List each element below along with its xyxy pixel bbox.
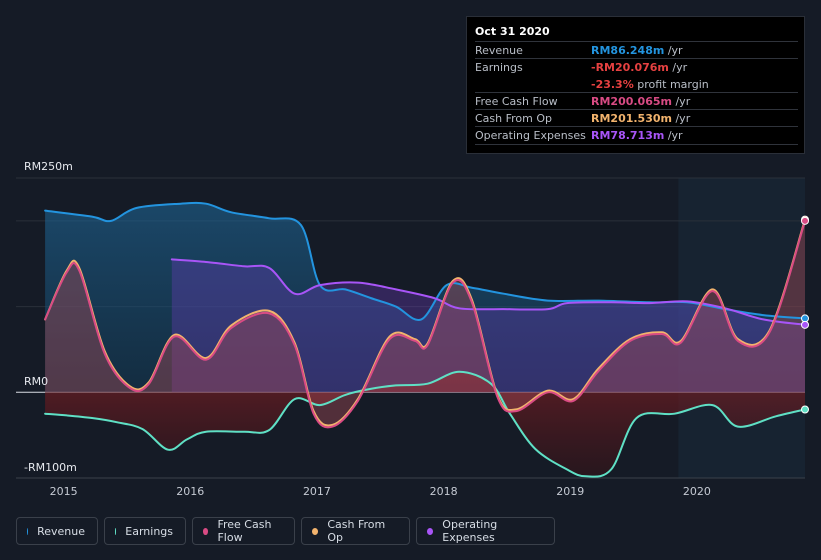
tooltip-value: RM78.713m /yr <box>591 129 683 142</box>
data-tooltip: Oct 31 2020 Revenue RM86.248m /yr Earnin… <box>466 16 805 154</box>
x-tick-label: 2020 <box>682 485 711 498</box>
line-operating-expenses <box>170 258 806 326</box>
legend-earnings[interactable]: Earnings <box>104 517 186 545</box>
end-marker-earnings <box>801 405 809 414</box>
tooltip-row-cfo: Cash From Op RM201.530m /yr <box>475 109 798 127</box>
tooltip-row-fcf: Free Cash Flow RM200.065m /yr <box>475 92 798 110</box>
tooltip-label: Revenue <box>475 44 523 57</box>
tooltip-label: Earnings <box>475 61 523 74</box>
line-free-cash-flow <box>44 219 806 429</box>
line-cash-from-op <box>44 218 806 427</box>
y-label-zero: RM0 <box>24 375 49 388</box>
end-marker-operating-expenses <box>801 320 809 329</box>
x-tick-label: 2018 <box>429 485 458 498</box>
legend-cash-from-op[interactable]: Cash From Op <box>301 517 410 545</box>
tooltip-row-revenue: Revenue RM86.248m /yr <box>475 41 798 59</box>
area-free-cash-flow <box>45 220 806 428</box>
chart-legend: Revenue Earnings Free Cash Flow Cash Fro… <box>16 517 555 545</box>
tooltip-row-opex: Operating Expenses RM78.713m /yr <box>475 126 798 145</box>
area-earnings <box>45 371 806 477</box>
tooltip-label: Cash From Op <box>475 112 553 125</box>
y-label-top: RM250m <box>24 160 73 173</box>
legend-free-cash-flow[interactable]: Free Cash Flow <box>192 517 295 545</box>
legend-operating-expenses[interactable]: Operating Expenses <box>416 517 555 545</box>
x-tick-label: 2016 <box>176 485 205 498</box>
legend-dot-icon <box>312 527 319 535</box>
tooltip-profit-margin: -23.3% profit margin <box>591 78 709 91</box>
line-earnings <box>44 370 806 478</box>
tooltip-value: RM201.530m /yr <box>591 112 691 125</box>
x-tick-label: 2015 <box>49 485 78 498</box>
legend-dot-icon <box>427 527 434 535</box>
tooltip-date: Oct 31 2020 <box>475 25 550 38</box>
legend-dot-icon <box>115 527 117 535</box>
y-label-bottom: -RM100m <box>24 461 77 474</box>
legend-dot-icon <box>27 527 29 535</box>
legend-revenue[interactable]: Revenue <box>16 517 98 545</box>
area-revenue <box>45 202 806 393</box>
tooltip-row-earnings: Earnings -RM20.076m /yr -23.3% profit ma… <box>475 58 798 93</box>
tooltip-label: Operating Expenses <box>475 129 586 142</box>
tooltip-value: -RM20.076m /yr <box>591 61 688 74</box>
area-operating-expenses <box>171 259 806 393</box>
tooltip-value: RM200.065m /yr <box>591 95 691 108</box>
area-cash-from-op <box>45 219 806 426</box>
end-marker-free-cash-flow <box>801 216 809 225</box>
tooltip-value: RM86.248m /yr <box>591 44 683 57</box>
x-tick-label: 2017 <box>302 485 331 498</box>
x-tick-label: 2019 <box>556 485 585 498</box>
legend-dot-icon <box>203 527 209 535</box>
tooltip-label: Free Cash Flow <box>475 95 558 108</box>
